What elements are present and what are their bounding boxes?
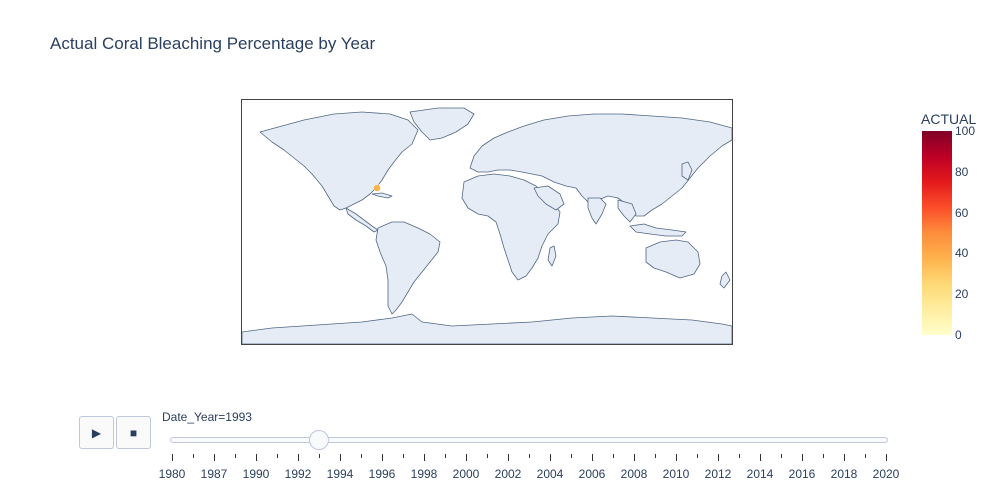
slider-major-tick bbox=[886, 454, 887, 461]
slider-tick-label[interactable]: 2016 bbox=[788, 467, 816, 481]
slider-minor-tick bbox=[193, 454, 194, 458]
slider-tick-label[interactable]: 2004 bbox=[536, 467, 564, 481]
land-antarctica bbox=[242, 313, 732, 344]
land-central-america bbox=[345, 207, 379, 233]
slider-tick-label[interactable]: 1990 bbox=[242, 467, 270, 481]
slider-minor-tick bbox=[529, 454, 530, 458]
land-north-america bbox=[259, 111, 419, 211]
slider-major-tick bbox=[634, 454, 635, 461]
land-layer bbox=[242, 107, 732, 344]
colorbar-tick-label: 100 bbox=[955, 124, 976, 138]
slider-major-tick bbox=[340, 454, 341, 461]
slider-major-tick bbox=[382, 454, 383, 461]
slider-minor-tick bbox=[319, 454, 320, 458]
slider-major-tick bbox=[214, 454, 215, 461]
slider-major-tick bbox=[676, 454, 677, 461]
colorbar-tick-label: 80 bbox=[955, 164, 969, 179]
slider-minor-tick bbox=[865, 454, 866, 458]
colorbar bbox=[922, 131, 952, 335]
slider-minor-tick bbox=[655, 454, 656, 458]
slider-minor-tick bbox=[361, 454, 362, 458]
year-slider-track[interactable] bbox=[170, 437, 888, 443]
slider-major-tick bbox=[718, 454, 719, 461]
slider-major-tick bbox=[256, 454, 257, 461]
slider-major-tick bbox=[592, 454, 593, 461]
colorbar-tick-label: 60 bbox=[955, 205, 969, 220]
slider-tick-label[interactable]: 2008 bbox=[620, 467, 648, 481]
stop-button[interactable]: ■ bbox=[116, 416, 151, 449]
chart-title: Actual Coral Bleaching Percentage by Yea… bbox=[50, 34, 376, 53]
slider-tick-label[interactable]: 2010 bbox=[662, 467, 690, 481]
data-point-0[interactable] bbox=[373, 184, 381, 192]
slider-tick-label[interactable]: 1992 bbox=[284, 467, 312, 481]
land-japan bbox=[681, 161, 693, 181]
slider-minor-tick bbox=[445, 454, 446, 458]
slider-major-tick bbox=[424, 454, 425, 461]
slider-tick-label[interactable]: 1996 bbox=[368, 467, 396, 481]
slider-tick-label[interactable]: 1987 bbox=[200, 467, 228, 481]
slider-minor-tick bbox=[235, 454, 236, 458]
land-south-america bbox=[375, 221, 441, 315]
colorbar-title: ACTUAL bbox=[921, 111, 977, 127]
world-map[interactable] bbox=[241, 99, 733, 345]
play-button[interactable]: ▶ bbox=[79, 416, 114, 449]
slider-tick-label[interactable]: 1998 bbox=[410, 467, 438, 481]
colorbar-tick-label: 0 bbox=[955, 328, 962, 342]
land-madagascar bbox=[547, 245, 557, 267]
land-eurasia bbox=[469, 113, 732, 217]
slider-minor-tick bbox=[487, 454, 488, 458]
slider-minor-tick bbox=[781, 454, 782, 458]
slider-minor-tick bbox=[739, 454, 740, 458]
land-greenland bbox=[409, 107, 475, 141]
colorbar-tick-label: 20 bbox=[955, 287, 969, 302]
slider-current-value: Date_Year=1993 bbox=[162, 410, 252, 424]
slider-major-tick bbox=[844, 454, 845, 461]
colorbar-tick-label: 40 bbox=[955, 246, 969, 261]
slider-minor-tick bbox=[403, 454, 404, 458]
year-slider-handle[interactable] bbox=[309, 430, 329, 450]
land-new-zealand bbox=[719, 271, 731, 289]
slider-minor-tick bbox=[697, 454, 698, 458]
slider-major-tick bbox=[760, 454, 761, 461]
slider-tick-label[interactable]: 2000 bbox=[452, 467, 480, 481]
data-points bbox=[373, 184, 381, 192]
slider-major-tick bbox=[508, 454, 509, 461]
slider-major-tick bbox=[550, 454, 551, 461]
slider-tick-label[interactable]: 1994 bbox=[326, 467, 354, 481]
land-africa bbox=[461, 173, 561, 281]
slider-tick-label[interactable]: 2006 bbox=[578, 467, 606, 481]
land-indonesia bbox=[629, 223, 687, 237]
land-india bbox=[587, 197, 607, 225]
land-cuba bbox=[371, 192, 393, 199]
slider-minor-tick bbox=[613, 454, 614, 458]
slider-tick-label[interactable]: 1980 bbox=[158, 467, 186, 481]
slider-major-tick bbox=[172, 454, 173, 461]
land-arabia bbox=[533, 185, 565, 211]
slider-minor-tick bbox=[571, 454, 572, 458]
slider-tick-label[interactable]: 2018 bbox=[830, 467, 858, 481]
map-canvas[interactable] bbox=[242, 100, 732, 344]
land-southeast-asia bbox=[617, 199, 637, 223]
play-icon: ▶ bbox=[91, 425, 102, 440]
slider-major-tick bbox=[802, 454, 803, 461]
slider-minor-tick bbox=[277, 454, 278, 458]
land-australia bbox=[645, 239, 701, 279]
slider-major-tick bbox=[298, 454, 299, 461]
slider-tick-label[interactable]: 2020 bbox=[872, 467, 900, 481]
slider-tick-label[interactable]: 2002 bbox=[494, 467, 522, 481]
stop-icon: ■ bbox=[129, 425, 138, 440]
slider-minor-tick bbox=[823, 454, 824, 458]
slider-major-tick bbox=[466, 454, 467, 461]
slider-tick-label[interactable]: 2012 bbox=[704, 467, 732, 481]
slider-tick-label[interactable]: 2014 bbox=[746, 467, 774, 481]
